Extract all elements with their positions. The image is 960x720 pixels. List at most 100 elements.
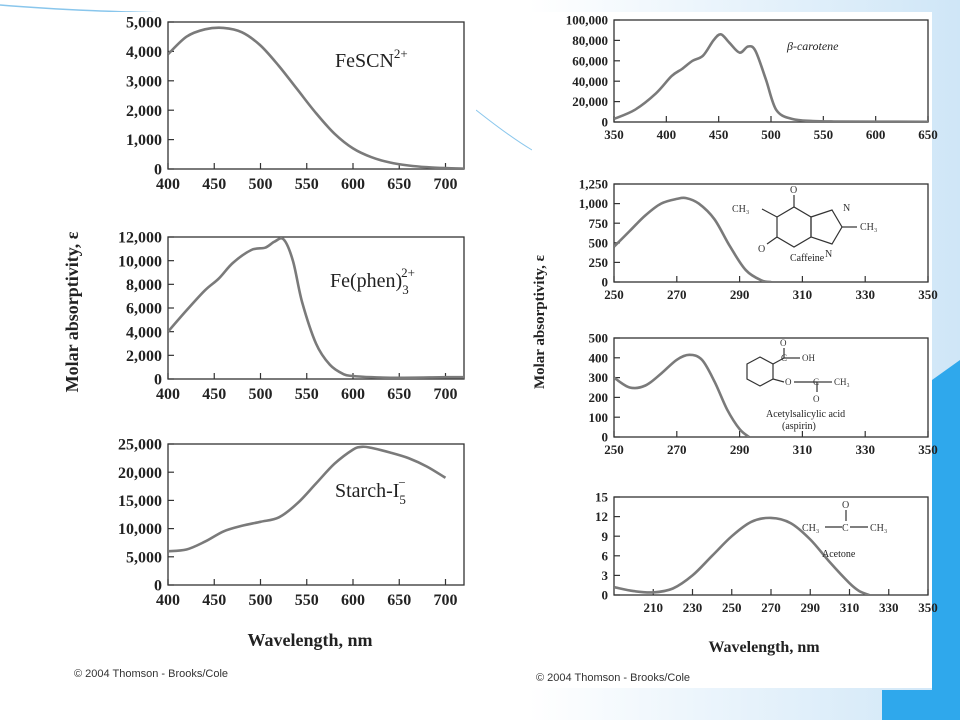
svg-text:O: O	[813, 394, 820, 404]
chart-fephen: 400 450 500 550 600 650 700 0 2,000 4,000 6,000 8,0…	[118, 230, 465, 403]
fephen-y-tick-label: 8,000	[126, 277, 162, 294]
caffeine-x-tick-label: 250	[604, 287, 624, 302]
svg-text:CH₃: CH₃	[834, 377, 850, 387]
caffeine-absorbance-curve	[614, 196, 772, 282]
starch-x-tick-label: 600	[341, 592, 365, 609]
fescn-absorbance-curve	[168, 26, 464, 169]
left-figure-panel: Molar absorptivity, ε Wavelength, nm 400…	[60, 12, 476, 688]
carotene-x-tick-label: 450	[709, 127, 729, 142]
caffeine-x-tick-label: 290	[730, 287, 750, 302]
carotene-y-tick-label: 80,000	[572, 33, 608, 48]
fephen-y-tick-label: 10,000	[118, 253, 162, 270]
acetone-y-tick-label: 12	[595, 509, 608, 524]
acetone-x-tick-label: 290	[801, 600, 821, 615]
fescn-x-tick-label: 500	[249, 176, 273, 193]
carotene-x-tick-label: 650	[918, 127, 938, 142]
caffeine-y-tick-label: 1,000	[579, 196, 608, 211]
carotene-y-tick-label: 40,000	[572, 74, 608, 89]
left-copyright: © 2004 Thomson - Brooks/Cole	[74, 668, 229, 680]
aspirin-x-tick-label: 310	[793, 442, 813, 457]
caffeine-y-tick-label: 500	[589, 235, 609, 250]
aspirin-x-tick-label: 270	[667, 442, 687, 457]
fephen-x-tick-label: 500	[249, 386, 273, 403]
aspirin-y-tick-label: 200	[589, 390, 609, 405]
starch-y-tick-label: 25,000	[118, 437, 162, 454]
chart-acetone: 210 230 250 270 290 310 330 350 0 3 6 9 12 15 Acetone	[595, 490, 938, 615]
fescn-y-tick-label: 3,000	[126, 73, 162, 90]
fescn-y-tick-label: 0	[154, 162, 162, 179]
aspirin-plot-frame	[613, 337, 929, 438]
caffeine-y-tick-label: 250	[589, 255, 609, 270]
aspirin-y-tick-label: 100	[589, 410, 609, 425]
fephen-absorbance-curve	[168, 237, 464, 379]
aspirin-y-tick-label: 400	[589, 350, 609, 365]
starch-x-tick-label: 450	[202, 592, 226, 609]
svg-text:O: O	[842, 500, 849, 511]
left-figure-svg: Molar absorptivity, ε Wavelength, nm 400…	[62, 15, 465, 650]
caffeine-y-tick-label: 0	[602, 275, 609, 290]
caffeine-y-tick-label: 1,250	[579, 177, 608, 192]
fephen-species-label: Fe(phen)32+	[330, 265, 415, 297]
right-figure-svg: Molar absorptivity, ε Wavelength, nm 350…	[532, 13, 938, 656]
starch-y-tick-label: 20,000	[118, 465, 162, 482]
aspirin-absorbance-curve	[614, 353, 750, 437]
acetone-species-label: Acetone	[822, 549, 856, 560]
fephen-x-tick-label: 700	[434, 386, 458, 403]
aspirin-y-tick-label: 300	[589, 370, 609, 385]
fescn-y-tick-label: 5,000	[126, 15, 162, 32]
aspirin-structure-drawing	[746, 348, 832, 392]
svg-text:N: N	[843, 203, 850, 214]
fephen-x-tick-label: 450	[202, 386, 226, 403]
acetone-x-tick-label: 250	[722, 600, 742, 615]
fephen-x-tick-label: 550	[295, 386, 319, 403]
acetone-y-tick-label: 9	[602, 529, 609, 544]
svg-text:CH₃: CH₃	[870, 523, 887, 534]
starch-species-label: Starch-I5−	[335, 475, 406, 507]
acetone-structure-letters: CH₃ C O CH₃	[802, 500, 887, 534]
caffeine-y-tick-label: 750	[589, 216, 609, 231]
aspirin-x-tick-label: 350	[918, 442, 938, 457]
acetone-y-tick-label: 6	[602, 548, 609, 563]
chart-aspirin: 250 270 290 310 330 350 0 100 200 300 400 500 Acetyl…	[589, 331, 938, 457]
fephen-x-tick-label: 650	[387, 386, 411, 403]
acetone-plot-frame	[613, 496, 929, 596]
carotene-y-tick-label: 20,000	[572, 94, 608, 109]
caffeine-species-label: Caffeine	[790, 253, 825, 264]
starch-y-tick-label: 15,000	[118, 493, 162, 510]
acetone-x-tick-label: 350	[918, 600, 938, 615]
starch-x-tick-label: 650	[387, 592, 411, 609]
fephen-y-tick-label: 12,000	[118, 230, 162, 247]
caffeine-structure-drawing	[761, 195, 857, 248]
carotene-x-tick-label: 400	[657, 127, 677, 142]
acetone-y-tick-label: 3	[602, 568, 609, 583]
svg-text:C: C	[842, 523, 849, 534]
svg-text:CH₃: CH₃	[860, 222, 877, 233]
svg-text:O: O	[790, 185, 797, 196]
carotene-plot-frame	[613, 19, 929, 123]
fescn-species-label: FeSCN2+	[335, 46, 408, 72]
acetone-x-tick-label: 230	[683, 600, 703, 615]
caffeine-x-tick-label: 350	[918, 287, 938, 302]
fephen-y-tick-label: 2,000	[126, 348, 162, 365]
right-x-axis-label: Wavelength, nm	[708, 639, 820, 656]
carotene-x-tick-label: 550	[814, 127, 834, 142]
chart-caffeine: 250 270 290 310 330 35002505007501,0001,250Ca…	[579, 177, 938, 302]
svg-text:CH₃: CH₃	[732, 204, 749, 215]
fephen-y-tick-label: 4,000	[126, 324, 162, 341]
svg-text:N: N	[825, 249, 832, 260]
aspirin-x-tick-label: 250	[604, 442, 624, 457]
starch-absorbance-curve	[168, 445, 447, 553]
aspirin-species-label-secondary: (aspirin)	[782, 421, 816, 432]
caffeine-plot-frame	[613, 183, 929, 283]
aspirin-species-label: Acetylsalicylic acid	[766, 409, 845, 420]
blue-accent-block	[932, 380, 960, 720]
caffeine-structure-letters: O CH₃ O N CH₃ N	[732, 185, 877, 260]
fephen-x-tick-label: 600	[341, 386, 365, 403]
svg-text:CH₃: CH₃	[802, 523, 819, 534]
starch-y-tick-label: 0	[154, 578, 162, 595]
svg-text:C: C	[813, 377, 819, 387]
fescn-x-tick-label: 700	[434, 176, 458, 193]
starch-plot-frame	[167, 443, 465, 586]
left-y-axis-label: Molar absorptivity, ε	[62, 231, 82, 392]
carotene-y-tick-label: 60,000	[572, 53, 608, 68]
